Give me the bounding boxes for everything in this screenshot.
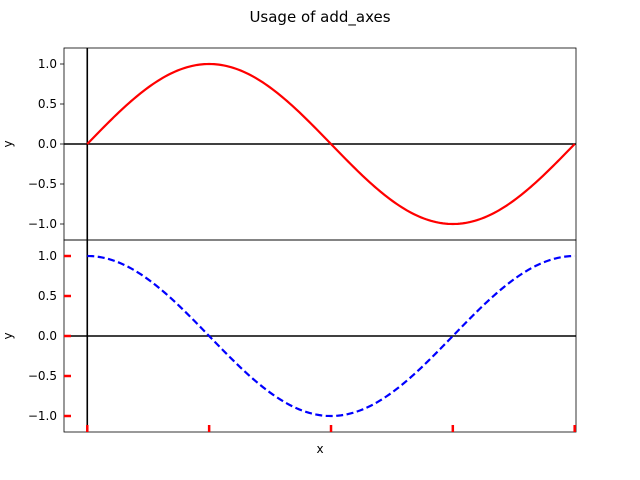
bottom-ytick-label: −0.5	[28, 369, 57, 383]
top-series-line	[86, 62, 576, 226]
bottom-ytick-label: 1.0	[38, 249, 57, 263]
top-axes: 1.0 0.5 0.0 −0.5 −1.0 y	[1, 47, 577, 241]
bottom-ytick-label: 0.5	[38, 289, 57, 303]
top-ytick-label: 0.0	[38, 137, 57, 151]
bottom-series-line	[87, 254, 575, 418]
top-ytick-label: −1.0	[28, 217, 57, 231]
top-ylabel: y	[1, 140, 15, 147]
bottom-ylabel: y	[1, 332, 15, 339]
figure-title: Usage of add_axes	[249, 8, 390, 27]
bottom-xlabel: x	[316, 442, 323, 456]
top-ytick-label: −0.5	[28, 177, 57, 191]
bottom-ytick-label: −1.0	[28, 409, 57, 423]
top-ytick-label: 1.0	[38, 57, 57, 71]
bottom-ytick-label: 0.0	[38, 329, 57, 343]
top-ytick-label: 0.5	[38, 97, 57, 111]
bottom-axes: 1.0 0.5 0.0 −0.5 −1.0 y x	[1, 239, 577, 456]
